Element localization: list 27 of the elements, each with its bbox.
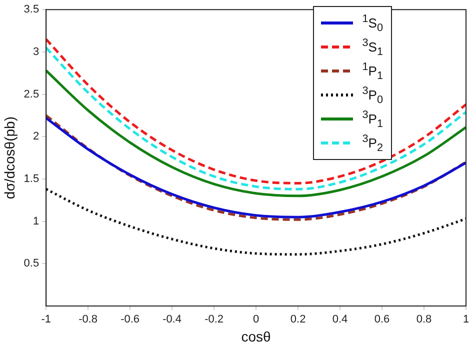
x-tick-label: 0.8	[416, 314, 432, 326]
y-tick-label: 1.5	[24, 173, 40, 186]
legend-label: $^{3}$P$_{1}$	[362, 108, 383, 130]
x-tick-label: 0.2	[290, 314, 306, 326]
legend-label: $^{3}$P$_{0}$	[362, 84, 383, 106]
y-tick-label: 2	[32, 130, 40, 143]
x-axis-title: cosθ	[241, 328, 272, 344]
legend-label: $^{3}$S$_{1}$	[362, 36, 383, 58]
y-axis-title: dσ/dcosθ(pb)	[1, 116, 18, 200]
x-tick-label: -0.6	[120, 314, 140, 326]
y-tick-label: 3	[32, 46, 40, 58]
x-tick-label: -0.4	[162, 314, 182, 326]
line-series	[46, 188, 466, 256]
y-tick-label: 2.5	[24, 88, 40, 100]
y-tick-label: 1	[32, 215, 40, 228]
legend-label: $^{3}$P$_{2}$	[362, 132, 383, 154]
x-tick-label: 0.6	[374, 314, 390, 326]
y-tick-label: 3.5	[24, 4, 40, 16]
x-tick-label: 0.4	[332, 314, 348, 326]
legend-label: $^{1}$P$_{1}$	[362, 60, 383, 82]
y-tick-label: 0.5	[24, 258, 40, 270]
x-tick-label: 0	[252, 314, 260, 326]
x-tick-label: 1	[462, 314, 470, 326]
x-tick-label: -0.2	[204, 314, 224, 326]
x-tick-label: -1	[41, 314, 51, 326]
x-tick-label: -0.8	[78, 314, 98, 326]
legend-label: $^{1}$S$_{0}$	[362, 12, 383, 34]
